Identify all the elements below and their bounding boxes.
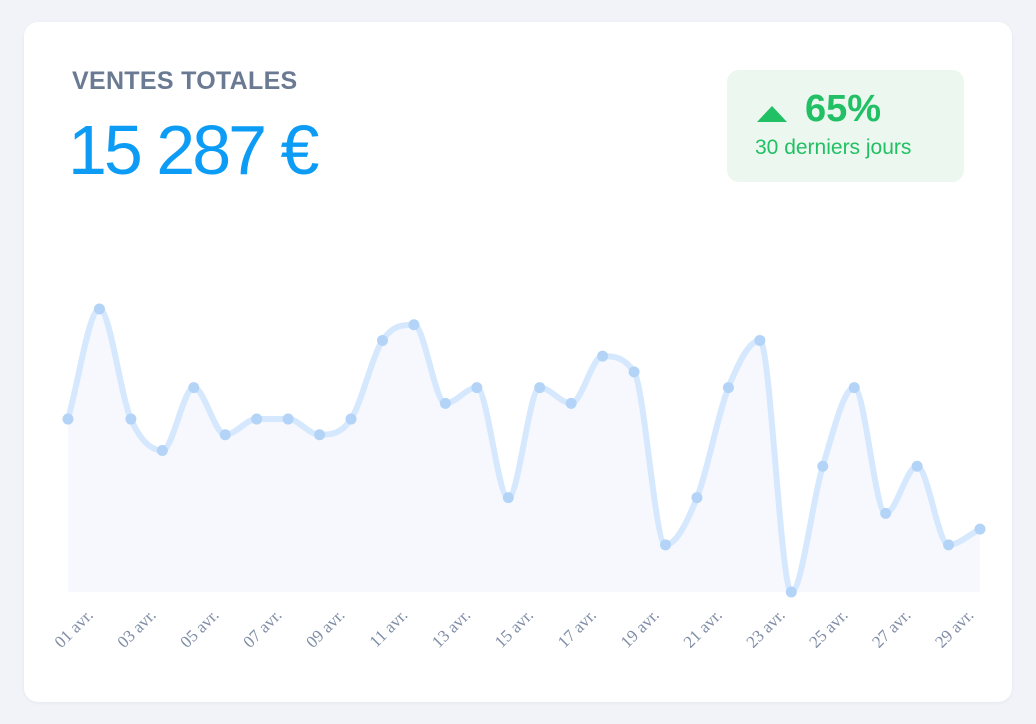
change-period: 30 derniers jours xyxy=(755,136,912,159)
data-point[interactable] xyxy=(345,413,357,425)
x-tick-label: 25 avr. xyxy=(805,605,851,651)
x-tick-label: 09 avr. xyxy=(302,605,348,651)
data-point[interactable] xyxy=(156,445,168,456)
data-point[interactable] xyxy=(251,413,263,425)
data-point[interactable] xyxy=(597,350,609,362)
data-point[interactable] xyxy=(911,460,923,472)
data-point[interactable] xyxy=(188,382,200,394)
data-point[interactable] xyxy=(376,334,388,346)
data-point[interactable] xyxy=(660,539,672,551)
data-point[interactable] xyxy=(974,523,986,535)
data-point[interactable] xyxy=(722,382,734,394)
x-tick-label: 01 avr. xyxy=(51,605,97,651)
x-tick-label: 19 avr. xyxy=(617,605,663,651)
data-point[interactable] xyxy=(62,413,74,425)
data-point[interactable] xyxy=(848,382,860,394)
data-point[interactable] xyxy=(754,334,766,346)
x-tick-label: 15 avr. xyxy=(491,605,537,651)
x-tick-label: 13 avr. xyxy=(428,605,474,651)
data-point[interactable] xyxy=(219,429,231,441)
data-point[interactable] xyxy=(628,366,640,378)
x-tick-label: 07 avr. xyxy=(239,605,285,651)
x-tick-label: 23 avr. xyxy=(743,605,789,651)
x-tick-label: 21 avr. xyxy=(680,605,726,651)
data-point[interactable] xyxy=(125,413,137,425)
x-tick-label: 11 avr. xyxy=(366,605,412,651)
data-point[interactable] xyxy=(502,492,514,504)
data-point[interactable] xyxy=(439,397,451,409)
data-point[interactable] xyxy=(880,507,892,519)
x-tick-label: 05 avr. xyxy=(176,605,222,651)
x-tick-label: 03 avr. xyxy=(114,605,160,651)
data-point[interactable] xyxy=(785,586,797,598)
x-tick-label: 17 avr. xyxy=(554,605,600,651)
data-point[interactable] xyxy=(565,397,577,409)
data-point[interactable] xyxy=(408,319,420,331)
data-point[interactable] xyxy=(534,382,546,394)
data-point[interactable] xyxy=(314,429,326,441)
data-point[interactable] xyxy=(93,303,105,315)
x-tick-label: 29 avr. xyxy=(931,605,977,651)
card-title: VENTES TOTALES xyxy=(72,67,298,95)
data-point[interactable] xyxy=(943,539,955,551)
change-percent: 65% xyxy=(805,88,882,130)
change-badge: 65% 30 derniers jours xyxy=(727,70,964,182)
data-point[interactable] xyxy=(691,492,703,504)
total-sales-value: 15 287 € xyxy=(68,111,319,189)
data-point[interactable] xyxy=(282,413,294,425)
data-point[interactable] xyxy=(471,382,483,394)
triangle-up-icon xyxy=(757,106,787,122)
data-point[interactable] xyxy=(817,460,829,472)
x-tick-label: 27 avr. xyxy=(868,605,914,651)
